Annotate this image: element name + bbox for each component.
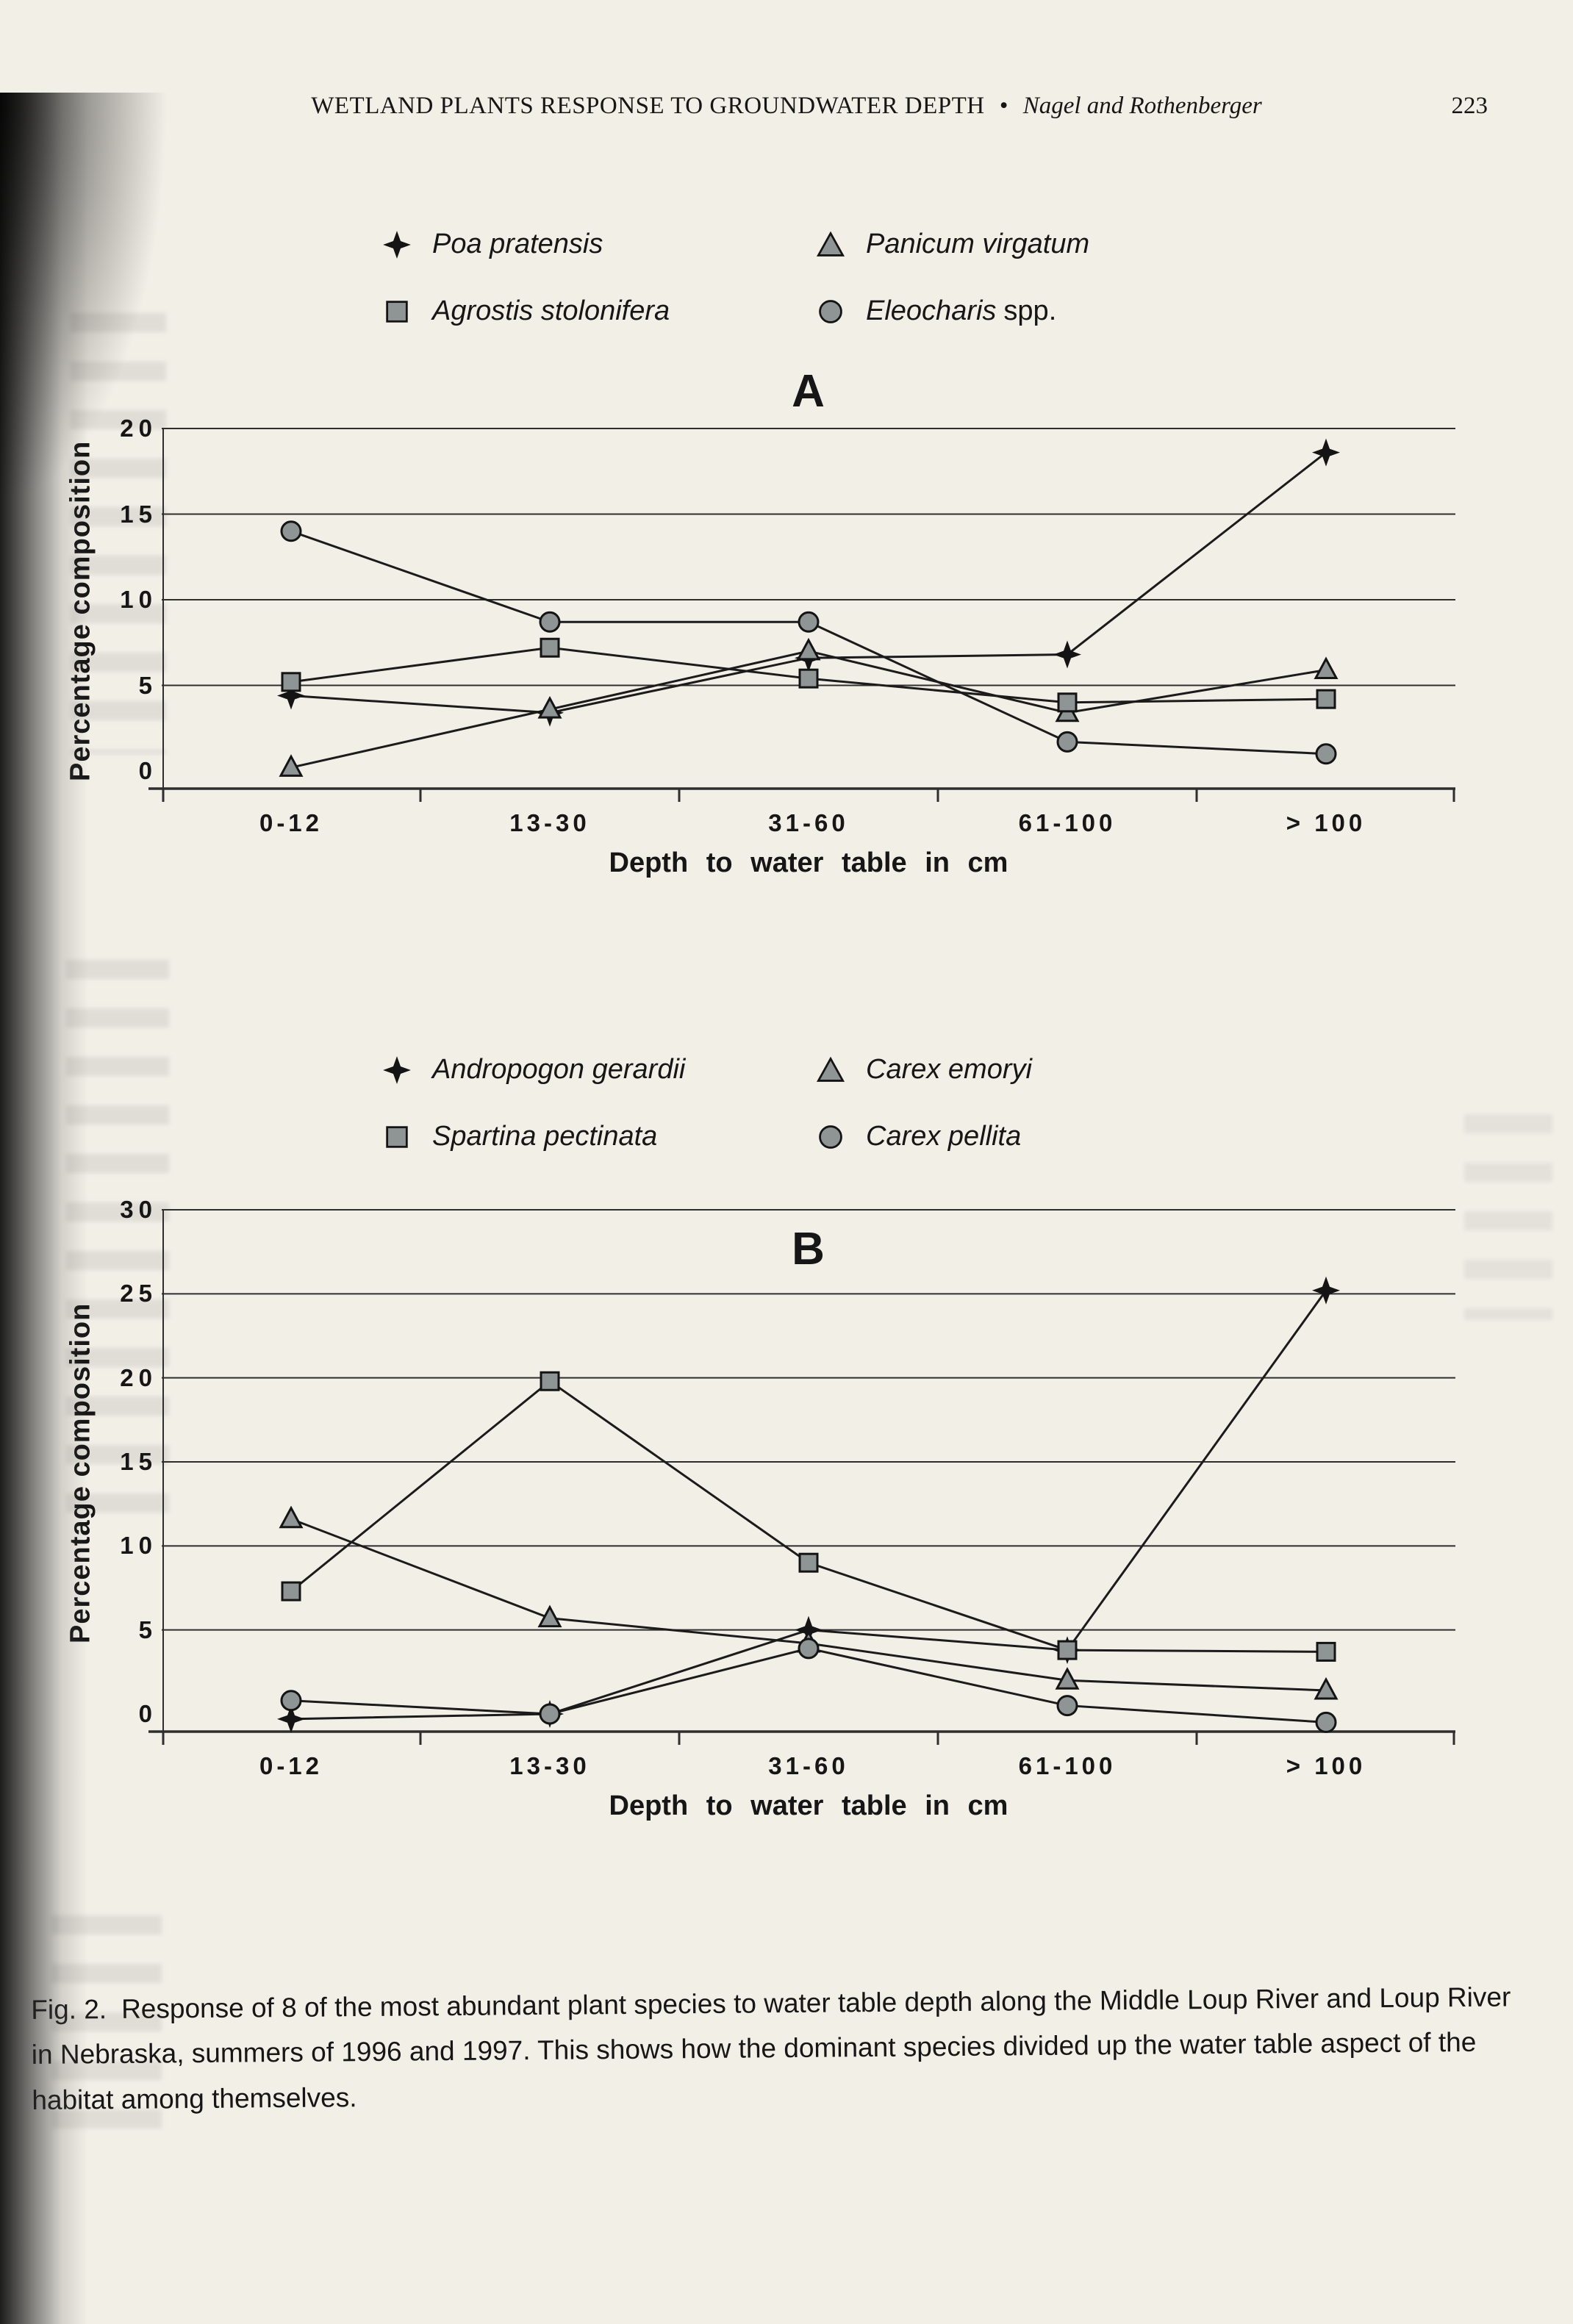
legend-label: Poa pratensis: [432, 229, 603, 259]
x-tick-label: > 100: [1286, 809, 1366, 836]
y-tick-label: 20: [120, 415, 157, 442]
y-tick-label: 0: [138, 1700, 157, 1727]
legend-label: Agrostis stolonifera: [432, 295, 670, 326]
panel-label-a: A: [792, 366, 825, 417]
x-tick-label: 13-30: [509, 1752, 590, 1779]
square-marker-icon: [386, 1125, 408, 1148]
legend-label: Carex pellita: [866, 1121, 1022, 1152]
x-axis-title: Depth to water table in cm: [609, 847, 1008, 878]
y-tick-label: 0: [138, 757, 157, 784]
x-tick-label: 61-100: [1018, 809, 1117, 836]
figure-caption-label: Fig. 2.: [31, 1994, 107, 2025]
authors: Nagel and Rothenberger: [1022, 93, 1262, 119]
figure-caption: Fig. 2. Response of 8 of the most abundan…: [31, 1974, 1530, 2123]
y-tick-label: 20: [120, 1363, 157, 1391]
circle-marker-icon: [819, 1125, 842, 1149]
x-axis-title: Depth to water table in cm: [609, 1790, 1008, 1821]
plot-area-b: [148, 1209, 1455, 1745]
x-tick-label: 31-60: [768, 809, 849, 836]
legend-item: Carex pellita: [816, 1121, 1257, 1152]
figure-caption-text: Response of 8 of the most abundant plant…: [31, 1982, 1511, 2115]
panel-label-b: B: [792, 1224, 825, 1274]
header-bullet: •: [999, 93, 1008, 119]
page-number: 223: [1451, 93, 1488, 119]
y-axis-tick-labels: 0 5 10 15 20: [103, 415, 162, 802]
legend-item: Spartina pectinata: [382, 1121, 816, 1152]
y-tick-label: 10: [120, 1532, 157, 1560]
x-tick-label: > 100: [1286, 1752, 1366, 1779]
y-tick-label: 15: [120, 500, 157, 528]
legend-item: Panicum virgatum: [816, 229, 1257, 260]
chart-area-b: Percentage composition 0 5 10 15 20 25 30: [59, 1196, 1573, 1745]
y-tick-label: 5: [138, 671, 157, 699]
x-tick-label: 31-60: [768, 1752, 849, 1779]
chart-a: A Percentage composition 0 5 10 15 20 0-12 13…: [59, 365, 1573, 879]
chart-area-a: Percentage composition 0 5 10 15 20: [59, 415, 1573, 802]
x-tick-label: 0-12: [259, 809, 323, 836]
triangle-marker-icon: [816, 231, 845, 257]
y-tick-label: 30: [120, 1196, 157, 1223]
y-tick-label: 25: [120, 1280, 157, 1308]
legend-item: Poa pratensis: [382, 229, 816, 260]
x-axis-tick-labels: 0-12 13-30 31-60 61-100 > 100: [162, 1745, 1455, 1783]
legend-label: Carex emoryi: [866, 1054, 1032, 1085]
star4-marker-icon: [383, 230, 411, 259]
x-tick-label: 0-12: [259, 1752, 323, 1779]
star4-marker-icon: [383, 1055, 411, 1084]
legend-item: Agrostis stolonifera: [382, 295, 816, 327]
plot-area-a: [148, 428, 1455, 802]
legend-label: Panicum virgatum: [866, 229, 1090, 259]
figure-panel-a: Poa pratensis Panicum virgatum Agrostis …: [0, 229, 1573, 879]
legend-label: Spartina pectinata: [432, 1121, 658, 1152]
legend-label: Andropogon gerardii: [432, 1054, 686, 1085]
y-axis-tick-labels: 0 5 10 15 20 25 30: [103, 1196, 162, 1745]
legend-a: Poa pratensis Panicum virgatum Agrostis …: [382, 229, 1573, 327]
y-axis-title: Percentage composition: [65, 1302, 96, 1643]
legend-item: Eleocharis spp.: [816, 295, 1257, 327]
square-marker-icon: [386, 300, 408, 323]
running-title: WETLAND PLANTS RESPONSE TO GROUNDWATER D…: [311, 93, 985, 119]
legend-label: Eleocharis spp.: [866, 295, 1057, 326]
x-axis-tick-labels: 0-12 13-30 31-60 61-100 > 100: [162, 802, 1455, 840]
chart-b: B Percentage composition 0 5 10 15 20 25 30 0-…: [59, 1196, 1573, 1822]
y-axis-title: Percentage composition: [65, 440, 96, 781]
figure-panel-b: Andropogon gerardii Carex emoryi Spartin…: [0, 1054, 1573, 1822]
y-tick-label: 10: [120, 586, 157, 613]
page-header: WETLAND PLANTS RESPONSE TO GROUNDWATER D…: [0, 93, 1573, 120]
triangle-marker-icon: [816, 1056, 845, 1082]
circle-marker-icon: [819, 299, 842, 323]
y-tick-label: 5: [138, 1615, 157, 1643]
legend-item: Andropogon gerardii: [382, 1054, 816, 1086]
legend-b: Andropogon gerardii Carex emoryi Spartin…: [382, 1054, 1573, 1152]
x-tick-label: 61-100: [1018, 1752, 1117, 1779]
legend-item: Carex emoryi: [816, 1054, 1257, 1086]
y-tick-label: 15: [120, 1448, 157, 1475]
x-tick-label: 13-30: [509, 809, 590, 836]
